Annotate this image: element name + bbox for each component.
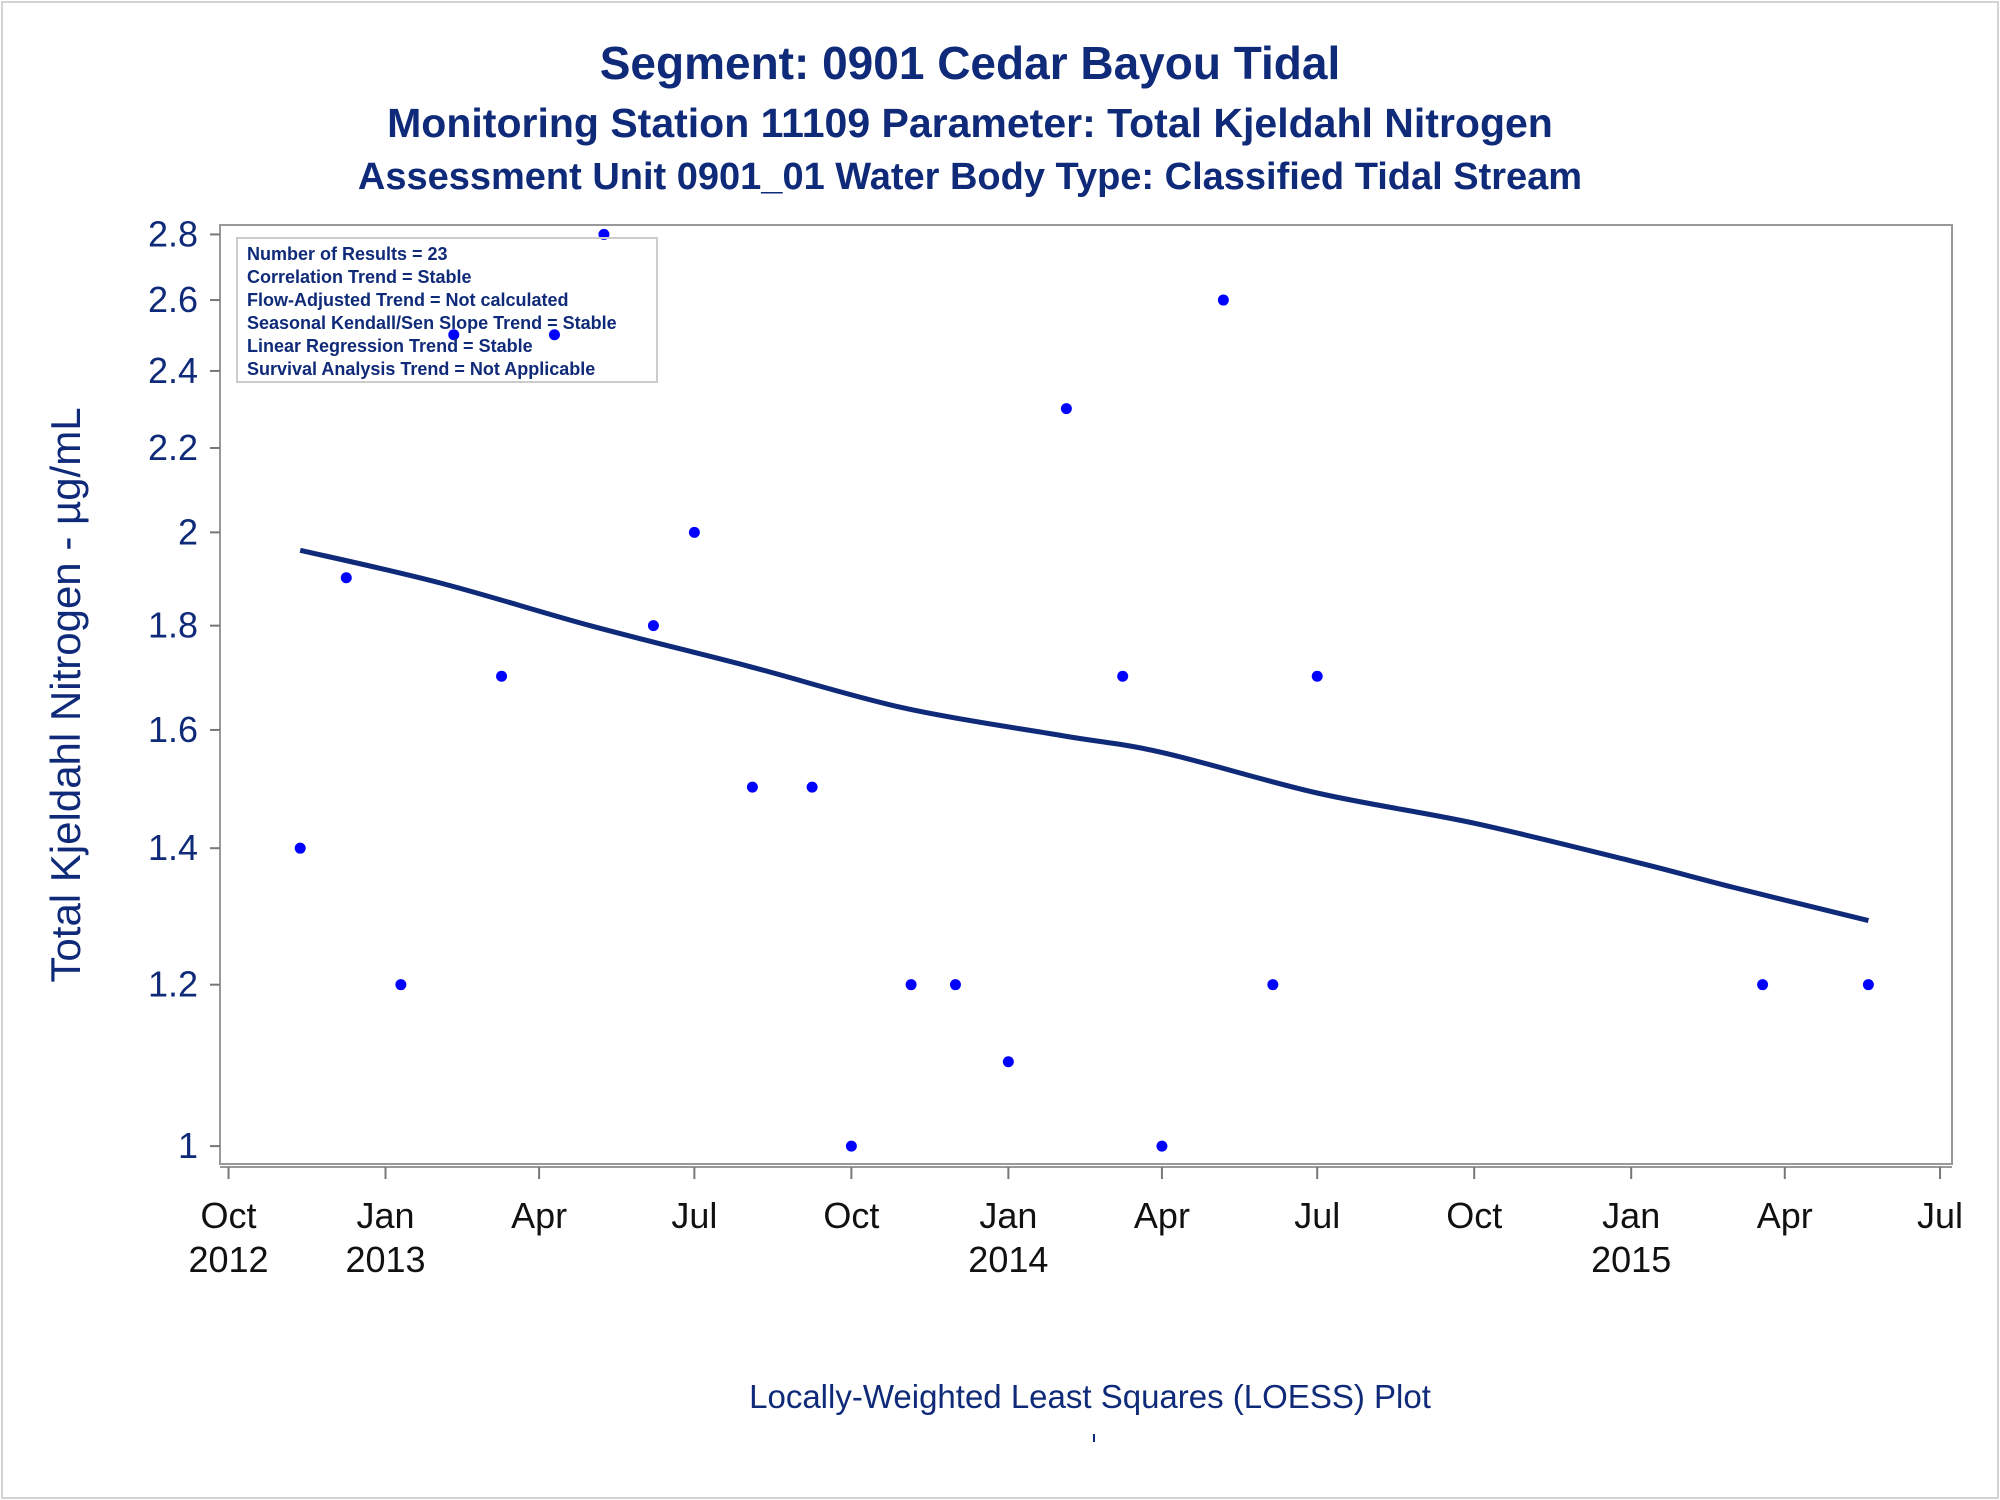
x-tick-label: Apr bbox=[1134, 1195, 1190, 1236]
data-points bbox=[294, 228, 1874, 1152]
data-point bbox=[1156, 1140, 1168, 1152]
data-point bbox=[1117, 670, 1129, 682]
inset-line: Correlation Trend = Stable bbox=[247, 267, 472, 287]
data-point bbox=[294, 842, 306, 854]
y-tick-label: 1.6 bbox=[148, 709, 198, 750]
data-point bbox=[395, 979, 407, 991]
inset-line: Seasonal Kendall/Sen Slope Trend = Stabl… bbox=[247, 313, 617, 333]
data-point bbox=[1311, 670, 1323, 682]
inset-line: Flow-Adjusted Trend = Not calculated bbox=[247, 290, 569, 310]
chart-title: Segment: 0901 Cedar Bayou Tidal bbox=[599, 37, 1341, 89]
x-tick-label: Apr bbox=[1757, 1195, 1813, 1236]
x-tick-label: Jan bbox=[979, 1195, 1037, 1236]
x-tick-year-label: 2012 bbox=[188, 1239, 268, 1280]
y-tick-label: 2.6 bbox=[148, 279, 198, 320]
x-tick-label: Jan bbox=[1602, 1195, 1660, 1236]
chart-subtitle-2: Assessment Unit 0901_01 Water Body Type:… bbox=[357, 156, 1583, 198]
x-tick-label: Jul bbox=[1917, 1195, 1963, 1236]
y-axis-label: Total Kjeldahl Nitrogen - µg/mL bbox=[42, 407, 89, 982]
x-tick-year-label: 2015 bbox=[1591, 1239, 1671, 1280]
x-tick-label: Oct bbox=[1446, 1195, 1502, 1236]
data-point bbox=[496, 670, 508, 682]
data-point bbox=[949, 979, 961, 991]
y-tick-label: 1.8 bbox=[148, 605, 198, 646]
footnote-tick bbox=[1093, 1434, 1095, 1442]
data-point bbox=[688, 526, 700, 538]
inset-line: Linear Regression Trend = Stable bbox=[247, 336, 533, 356]
inset-border bbox=[236, 237, 658, 383]
data-point bbox=[647, 620, 659, 632]
loess-curve bbox=[299, 547, 1869, 924]
data-point bbox=[1862, 979, 1874, 991]
y-tick-label: 2.8 bbox=[148, 213, 198, 254]
data-point bbox=[1217, 294, 1229, 306]
chart-footnote: Locally-Weighted Least Squares (LOESS) P… bbox=[749, 1378, 1431, 1415]
data-point bbox=[905, 979, 917, 991]
y-tick-label: 1 bbox=[178, 1125, 198, 1166]
data-point bbox=[1002, 1056, 1014, 1068]
y-tick-label: 1.2 bbox=[148, 964, 198, 1005]
y-tick-label: 1.4 bbox=[148, 827, 198, 868]
trend-inset-box: Number of Results = 23 Correlation Trend … bbox=[236, 237, 658, 383]
data-point bbox=[845, 1140, 857, 1152]
x-tick-year-label: 2014 bbox=[968, 1239, 1048, 1280]
data-point bbox=[340, 572, 352, 584]
x-tick-label: Oct bbox=[823, 1195, 879, 1236]
x-tick-year-label: 2013 bbox=[345, 1239, 425, 1280]
x-tick-label: Oct bbox=[201, 1195, 257, 1236]
x-tick-label: Jul bbox=[1294, 1195, 1340, 1236]
y-tick-label: 2 bbox=[178, 511, 198, 552]
x-tick-label: Jul bbox=[671, 1195, 717, 1236]
x-tick-label: Jan bbox=[356, 1195, 414, 1236]
data-point bbox=[746, 781, 758, 793]
chart-subtitle: Monitoring Station 11109 Parameter: Tota… bbox=[387, 100, 1553, 146]
data-point bbox=[1060, 403, 1072, 415]
data-point bbox=[448, 329, 460, 341]
y-tick-label: 2.2 bbox=[148, 427, 198, 468]
data-point bbox=[806, 781, 818, 793]
y-tick-label: 2.4 bbox=[148, 350, 198, 391]
inset-line: Survival Analysis Trend = Not Applicable bbox=[247, 359, 595, 379]
data-point bbox=[548, 329, 560, 341]
y-axis: 1 1.2 1.4 1.6 1.8 2 2.2 2.4 2.6 2.8 bbox=[148, 213, 220, 1166]
plot-area-border bbox=[219, 224, 1953, 1165]
x-tick-label: Apr bbox=[511, 1195, 567, 1236]
data-point bbox=[1757, 979, 1769, 991]
inset-line: Number of Results = 23 bbox=[247, 244, 448, 264]
data-point bbox=[1267, 979, 1279, 991]
